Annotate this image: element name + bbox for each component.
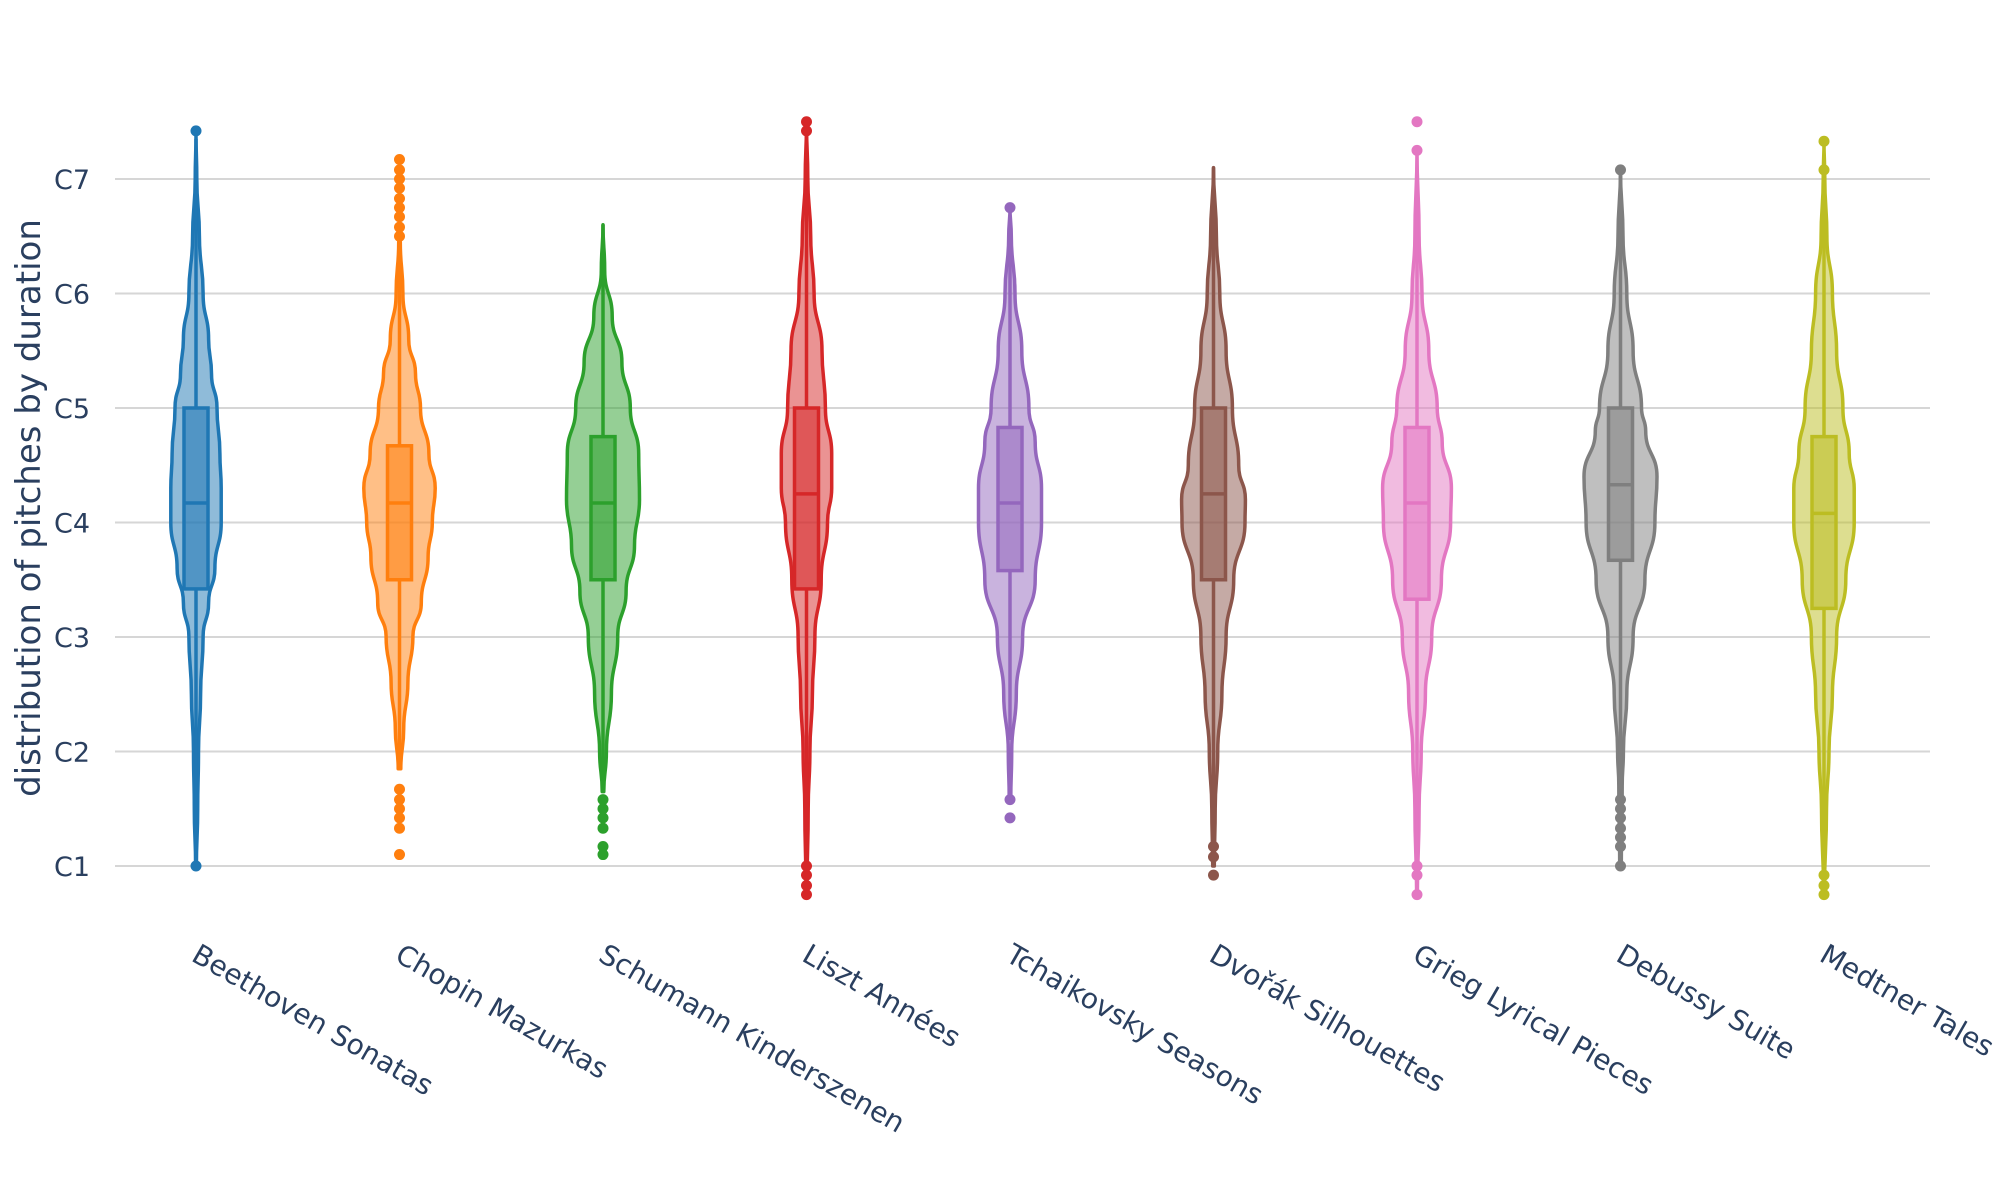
y-tick-label: C1 <box>54 852 90 883</box>
iqr-box <box>589 434 617 582</box>
y-axis-title: distribution of pitches by duration <box>9 219 49 797</box>
outlier-point <box>1615 841 1626 853</box>
x-category-label: Medtner Tales <box>1815 937 2000 1063</box>
iqr-box <box>182 406 210 591</box>
outlier-point <box>1818 869 1830 881</box>
outlier-point <box>190 860 202 872</box>
outlier-point <box>801 889 812 901</box>
x-category-label: Liszt Années <box>797 937 966 1054</box>
outlier-point <box>1208 869 1219 881</box>
violin-group <box>1380 116 1454 901</box>
outlier-point <box>1818 135 1830 147</box>
outlier-point <box>801 869 812 881</box>
outlier-point <box>394 202 405 214</box>
outlier-point <box>394 164 405 176</box>
outlier-point <box>1615 812 1626 824</box>
violin-group <box>1582 164 1659 872</box>
y-tick-label: C6 <box>54 280 90 311</box>
violin-group <box>976 202 1044 824</box>
outlier-point <box>1615 831 1626 843</box>
outlier-point <box>1208 841 1219 853</box>
outlier-point <box>801 860 812 872</box>
iqr-box <box>1403 425 1431 601</box>
y-axis-ticks: C1 C2 C3 C4 C5 C6 C7 <box>54 165 90 883</box>
outlier-point <box>394 182 405 194</box>
x-category-label: Chopin Mazurkas <box>390 937 614 1085</box>
violin-group <box>1179 165 1248 881</box>
outlier-point <box>394 221 405 233</box>
outlier-point <box>597 794 609 806</box>
outlier-point <box>1411 860 1423 872</box>
violin-group <box>1792 135 1856 901</box>
violin-group <box>564 223 642 861</box>
outlier-point <box>394 822 405 834</box>
outlier-point <box>1615 803 1626 815</box>
violin-group <box>362 154 437 861</box>
outlier-point <box>597 841 609 853</box>
outlier-point <box>394 230 405 242</box>
violins-layer <box>169 116 1856 901</box>
y-tick-label: C2 <box>54 738 90 769</box>
outlier-point <box>801 125 812 137</box>
outlier-point <box>1615 822 1626 834</box>
outlier-point <box>394 783 405 795</box>
outlier-point <box>1208 851 1219 863</box>
outlier-point <box>801 879 812 891</box>
outlier-point <box>597 803 609 815</box>
outlier-point <box>1411 144 1423 156</box>
y-tick-label: C5 <box>54 394 90 425</box>
outlier-point <box>394 211 405 223</box>
outlier-point <box>190 125 202 137</box>
iqr-box <box>385 444 414 582</box>
outlier-point <box>1411 869 1423 881</box>
outlier-point <box>597 812 609 824</box>
x-category-label: Debussy Suite <box>1611 937 1801 1066</box>
outlier-point <box>1615 794 1626 806</box>
outlier-point <box>1818 164 1830 176</box>
iqr-box <box>996 425 1024 573</box>
outlier-point <box>801 116 812 128</box>
outlier-point <box>394 812 405 824</box>
outlier-point <box>597 822 609 834</box>
violin-group <box>779 116 834 901</box>
outlier-point <box>1411 889 1423 901</box>
outlier-point <box>1411 116 1423 128</box>
violin-group <box>169 125 223 872</box>
outlier-point <box>1004 812 1016 824</box>
iqr-box <box>1810 434 1838 611</box>
outlier-point <box>1818 879 1830 891</box>
iqr-box <box>792 406 821 591</box>
outlier-point <box>394 173 405 185</box>
outlier-point <box>1004 794 1016 806</box>
outlier-point <box>394 794 405 806</box>
outlier-point <box>1615 860 1626 872</box>
y-tick-label: C7 <box>54 165 90 196</box>
outlier-point <box>597 849 609 861</box>
outlier-point <box>394 849 405 861</box>
outlier-point <box>394 803 405 815</box>
outlier-point <box>1818 889 1830 901</box>
outlier-point <box>394 154 405 166</box>
y-tick-label: C4 <box>54 509 90 540</box>
outlier-point <box>394 192 405 204</box>
outlier-point <box>1615 164 1626 176</box>
y-tick-label: C3 <box>54 623 90 654</box>
outlier-point <box>1004 202 1016 214</box>
